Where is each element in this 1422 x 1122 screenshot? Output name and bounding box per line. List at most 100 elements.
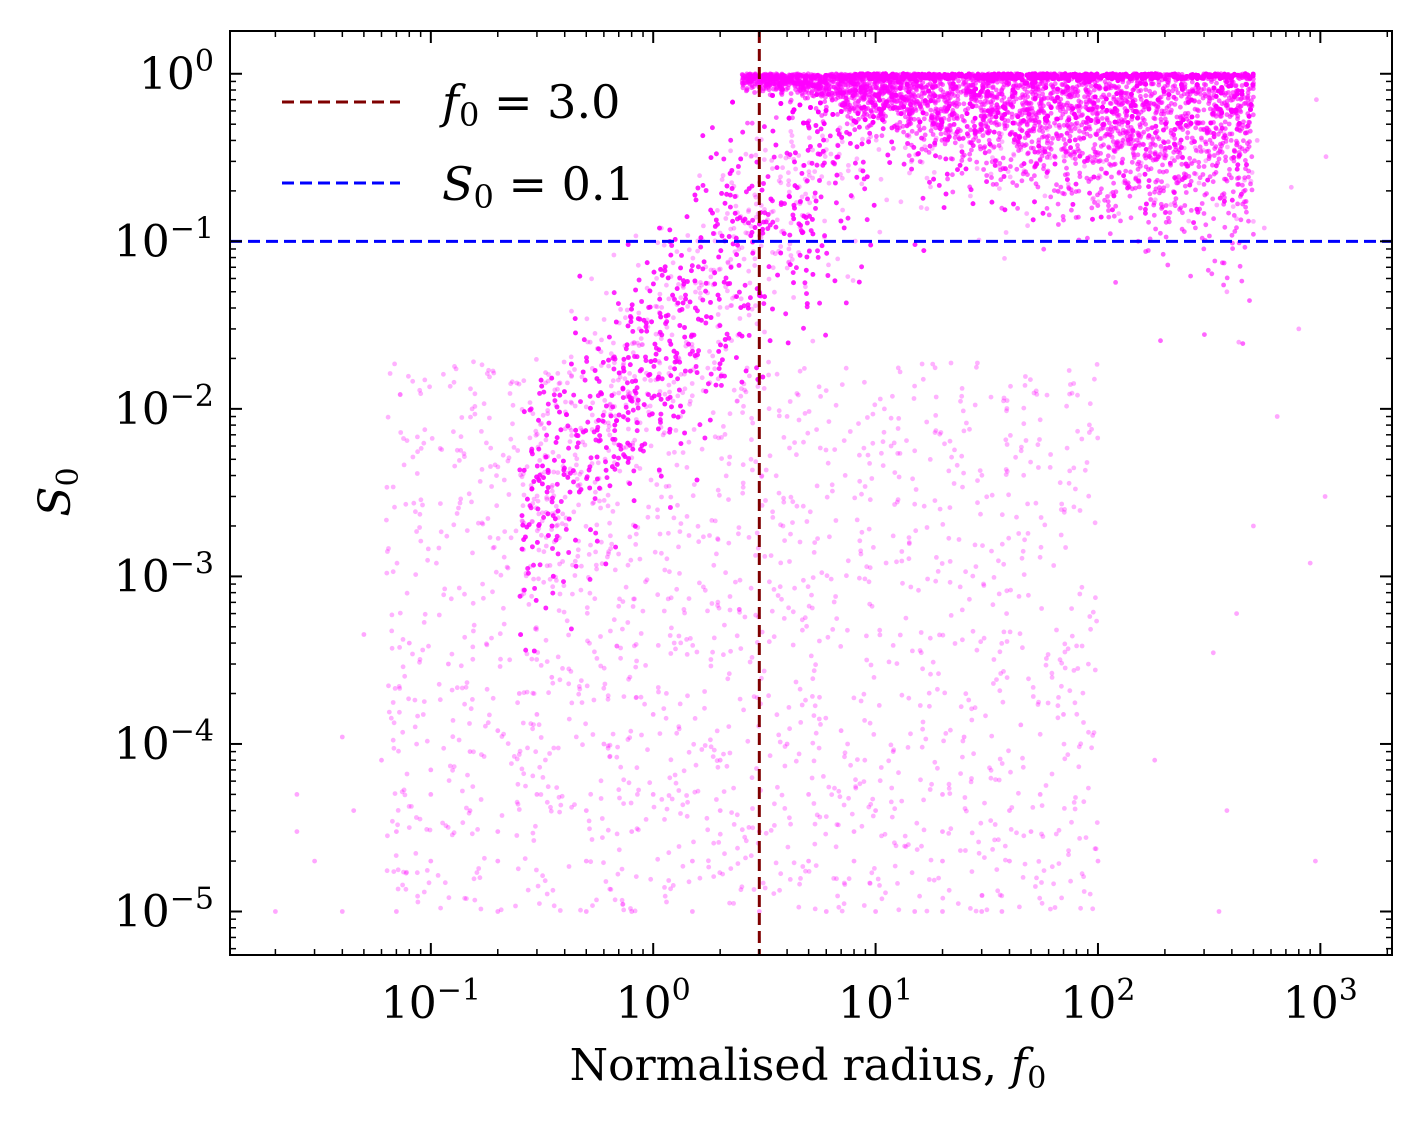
- scatter-point: [1142, 171, 1148, 177]
- scatter-point: [1313, 858, 1318, 864]
- scatter-point: [611, 391, 617, 397]
- scatter-point: [720, 173, 726, 178]
- scatter-point: [519, 546, 525, 552]
- scatter-point: [1143, 147, 1149, 152]
- scatter-point: [629, 829, 635, 834]
- scatter-point: [717, 757, 723, 763]
- scatter-point: [913, 152, 919, 158]
- scatter-point: [637, 420, 643, 426]
- scatter-point: [697, 173, 702, 179]
- scatter-point: [668, 252, 674, 258]
- scatter-point: [898, 199, 904, 205]
- scatter-point: [638, 336, 644, 341]
- scatter-point: [562, 465, 567, 471]
- scatter-point: [644, 285, 650, 291]
- scatter-point: [715, 208, 720, 213]
- scatter-point: [839, 175, 845, 181]
- scatter-point: [1002, 256, 1007, 261]
- scatter-point: [683, 296, 688, 302]
- scatter-point: [854, 174, 860, 180]
- scatter-point: [572, 316, 578, 321]
- scatter-point: [1025, 223, 1030, 229]
- scatter-point: [312, 858, 317, 864]
- scatter-point: [639, 443, 645, 448]
- scatter-point: [734, 294, 739, 299]
- scatter-point: [571, 509, 577, 515]
- scatter-point: [791, 156, 797, 162]
- scatter-point: [788, 129, 794, 134]
- scatter-point: [846, 163, 851, 168]
- scatter-point: [799, 194, 805, 200]
- scatter-point: [749, 153, 754, 159]
- scatter-point: [847, 131, 852, 137]
- scatter-point: [1007, 174, 1013, 180]
- scatter-point: [725, 211, 730, 216]
- scatter-point: [680, 283, 686, 289]
- scatter-point: [406, 640, 412, 646]
- scatter-point: [722, 337, 728, 342]
- scatter-point: [521, 409, 527, 415]
- scatter-point: [598, 390, 604, 395]
- scatter-point: [735, 210, 740, 216]
- scatter-point: [703, 264, 709, 270]
- scatter-point: [712, 366, 718, 372]
- scatter-point: [723, 346, 729, 352]
- scatter-point: [560, 464, 566, 469]
- scatter-point: [542, 469, 547, 475]
- scatter-point: [657, 469, 662, 475]
- scatter-point: [656, 467, 662, 473]
- scatter-point: [670, 260, 676, 266]
- scatter-point: [868, 242, 874, 248]
- scatter-point: [784, 265, 790, 271]
- scatter-point: [639, 342, 645, 347]
- scatter-point: [495, 829, 501, 834]
- scatter-point: [774, 217, 780, 223]
- scatter-point: [671, 413, 677, 419]
- scatter-point: [611, 440, 617, 446]
- scatter-point: [684, 214, 690, 220]
- scatter-point: [361, 632, 367, 637]
- scatter-point: [712, 270, 718, 276]
- scatter-point: [686, 247, 692, 253]
- scatter-point: [775, 272, 780, 278]
- scatter-point: [788, 220, 794, 226]
- scatter-point: [550, 449, 556, 455]
- scatter-point: [728, 264, 734, 270]
- scatter-point: [725, 288, 730, 294]
- scatter-point: [531, 576, 536, 582]
- scatter-point: [534, 792, 540, 797]
- scatter-point: [572, 573, 578, 578]
- scatter-point: [745, 305, 751, 311]
- scatter-point: [1168, 202, 1174, 208]
- scatter-point: [394, 829, 399, 834]
- scatter-point: [551, 469, 557, 475]
- scatter-point: [1121, 173, 1126, 179]
- scatter-point: [673, 428, 679, 433]
- scatter-point: [1210, 650, 1216, 656]
- scatter-point: [643, 320, 649, 326]
- scatter-point: [729, 338, 734, 343]
- scatter-point: [748, 233, 754, 239]
- scatter-point: [1222, 119, 1228, 125]
- scatter-point: [806, 173, 812, 178]
- scatter-point: [691, 367, 696, 372]
- scatter-point: [629, 302, 635, 308]
- scatter-point: [707, 349, 712, 354]
- scatter-point: [712, 224, 718, 229]
- scatter-point: [739, 245, 745, 251]
- scatter-point: [531, 648, 537, 654]
- scatter-point: [644, 370, 649, 376]
- scatter-point: [815, 129, 820, 135]
- scatter-point: [1106, 92, 1112, 98]
- scatter-point: [1011, 201, 1016, 207]
- scatter-point: [659, 494, 664, 500]
- scatter-point: [1189, 79, 1195, 85]
- scatter-point: [584, 316, 590, 322]
- scatter-point: [675, 414, 681, 420]
- scatter-point: [805, 147, 811, 153]
- scatter-point: [991, 129, 997, 135]
- scatter-point: [748, 223, 754, 229]
- scatter-point: [622, 454, 628, 459]
- scatter-point: [686, 341, 691, 347]
